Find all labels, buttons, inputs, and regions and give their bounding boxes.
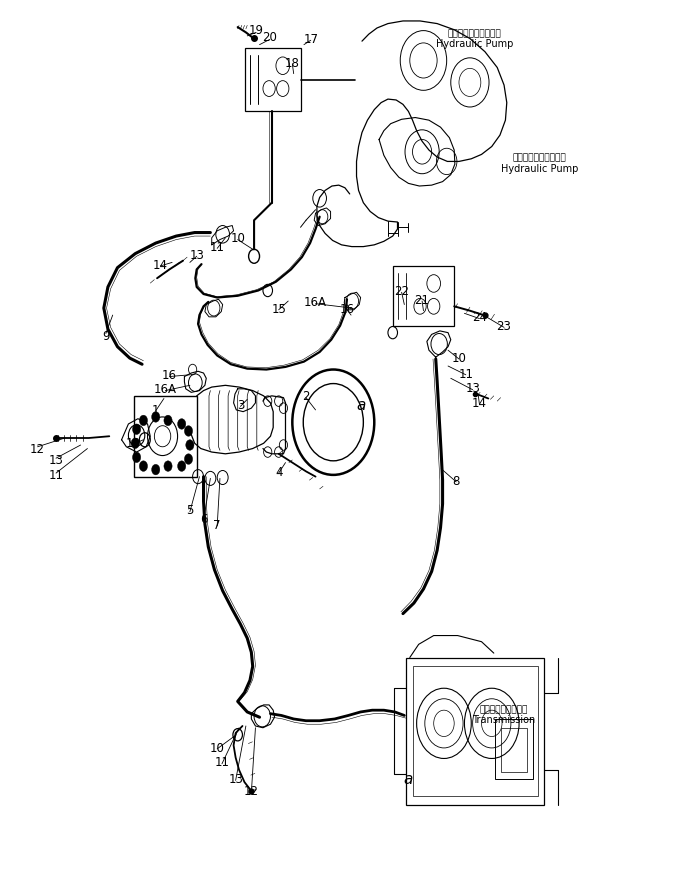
Circle shape [178,419,186,430]
Bar [393,267,454,326]
Text: 13: 13 [189,249,204,261]
Circle shape [133,424,141,435]
Text: a: a [356,397,365,413]
Text: 21: 21 [415,294,430,306]
Text: 13: 13 [465,382,480,395]
Text: 12: 12 [244,785,259,797]
Bar [245,49,301,112]
Bar [134,396,197,477]
Text: 7: 7 [214,518,221,531]
Text: ハイドロリックポンプ: ハイドロリックポンプ [513,153,566,162]
Text: 3: 3 [237,399,244,411]
Text: 10: 10 [126,437,141,449]
Circle shape [139,461,148,472]
Text: 13: 13 [48,454,64,467]
Circle shape [133,453,141,463]
Circle shape [139,416,148,426]
Text: 19: 19 [249,25,264,37]
Bar [495,719,533,779]
Circle shape [184,454,193,465]
Text: ハイドロリックポンプ: ハイドロリックポンプ [448,29,501,38]
Text: 11: 11 [214,756,229,768]
Bar [406,658,544,805]
Text: 17: 17 [303,33,318,46]
Text: 10: 10 [210,741,225,753]
Circle shape [184,426,193,437]
Circle shape [152,465,160,475]
Text: Hydraulic Pump: Hydraulic Pump [501,163,579,174]
Circle shape [152,412,160,423]
Text: 4: 4 [275,466,282,478]
Circle shape [131,438,139,449]
Text: 1: 1 [152,403,159,416]
Text: 12: 12 [30,443,45,455]
Text: 14: 14 [472,397,487,410]
Text: 11: 11 [458,367,473,380]
Text: 18: 18 [285,57,300,69]
Bar [501,728,527,772]
Text: 6: 6 [200,513,207,525]
Text: 9: 9 [102,330,109,342]
Text: 11: 11 [210,241,225,253]
Text: 16: 16 [162,369,177,381]
Text: 16A: 16A [154,383,177,396]
Text: 5: 5 [186,504,193,517]
Text: 15: 15 [271,303,286,315]
Circle shape [164,461,172,472]
Text: Hydraulic Pump: Hydraulic Pump [436,39,514,49]
Text: 11: 11 [48,469,64,481]
Text: 23: 23 [497,320,512,332]
Text: 16A: 16A [304,296,327,309]
Text: トランスミッション: トランスミッション [480,704,528,713]
Text: a: a [404,771,413,787]
Text: 8: 8 [453,474,460,487]
Text: 2: 2 [303,390,309,403]
Text: Transmission: Transmission [473,714,535,724]
Text: 16: 16 [339,303,354,315]
Text: 13: 13 [228,773,243,785]
Text: 10: 10 [230,232,245,245]
Text: 22: 22 [394,285,409,297]
Bar [413,667,538,796]
Circle shape [164,416,172,426]
Text: 10: 10 [451,352,466,364]
Text: 14: 14 [153,259,168,271]
Circle shape [186,440,194,451]
Text: 20: 20 [262,32,277,44]
Text: 24: 24 [472,311,487,324]
Circle shape [178,461,186,472]
